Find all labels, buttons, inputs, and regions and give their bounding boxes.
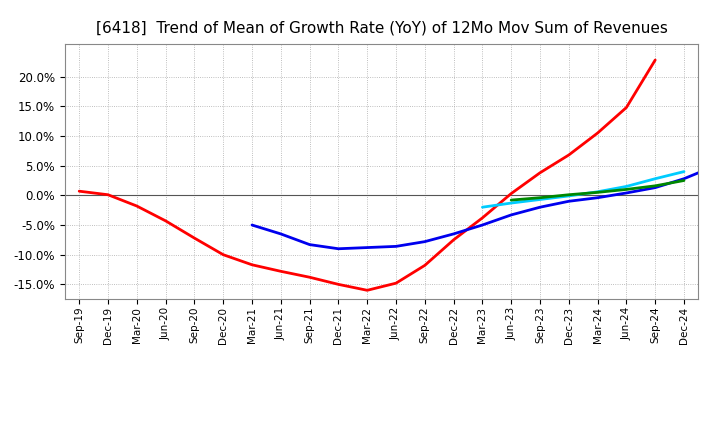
Title: [6418]  Trend of Mean of Growth Rate (YoY) of 12Mo Mov Sum of Revenues: [6418] Trend of Mean of Growth Rate (YoY… <box>96 21 667 36</box>
Legend: 3 Years, 5 Years, 7 Years, 10 Years: 3 Years, 5 Years, 7 Years, 10 Years <box>184 438 579 440</box>
